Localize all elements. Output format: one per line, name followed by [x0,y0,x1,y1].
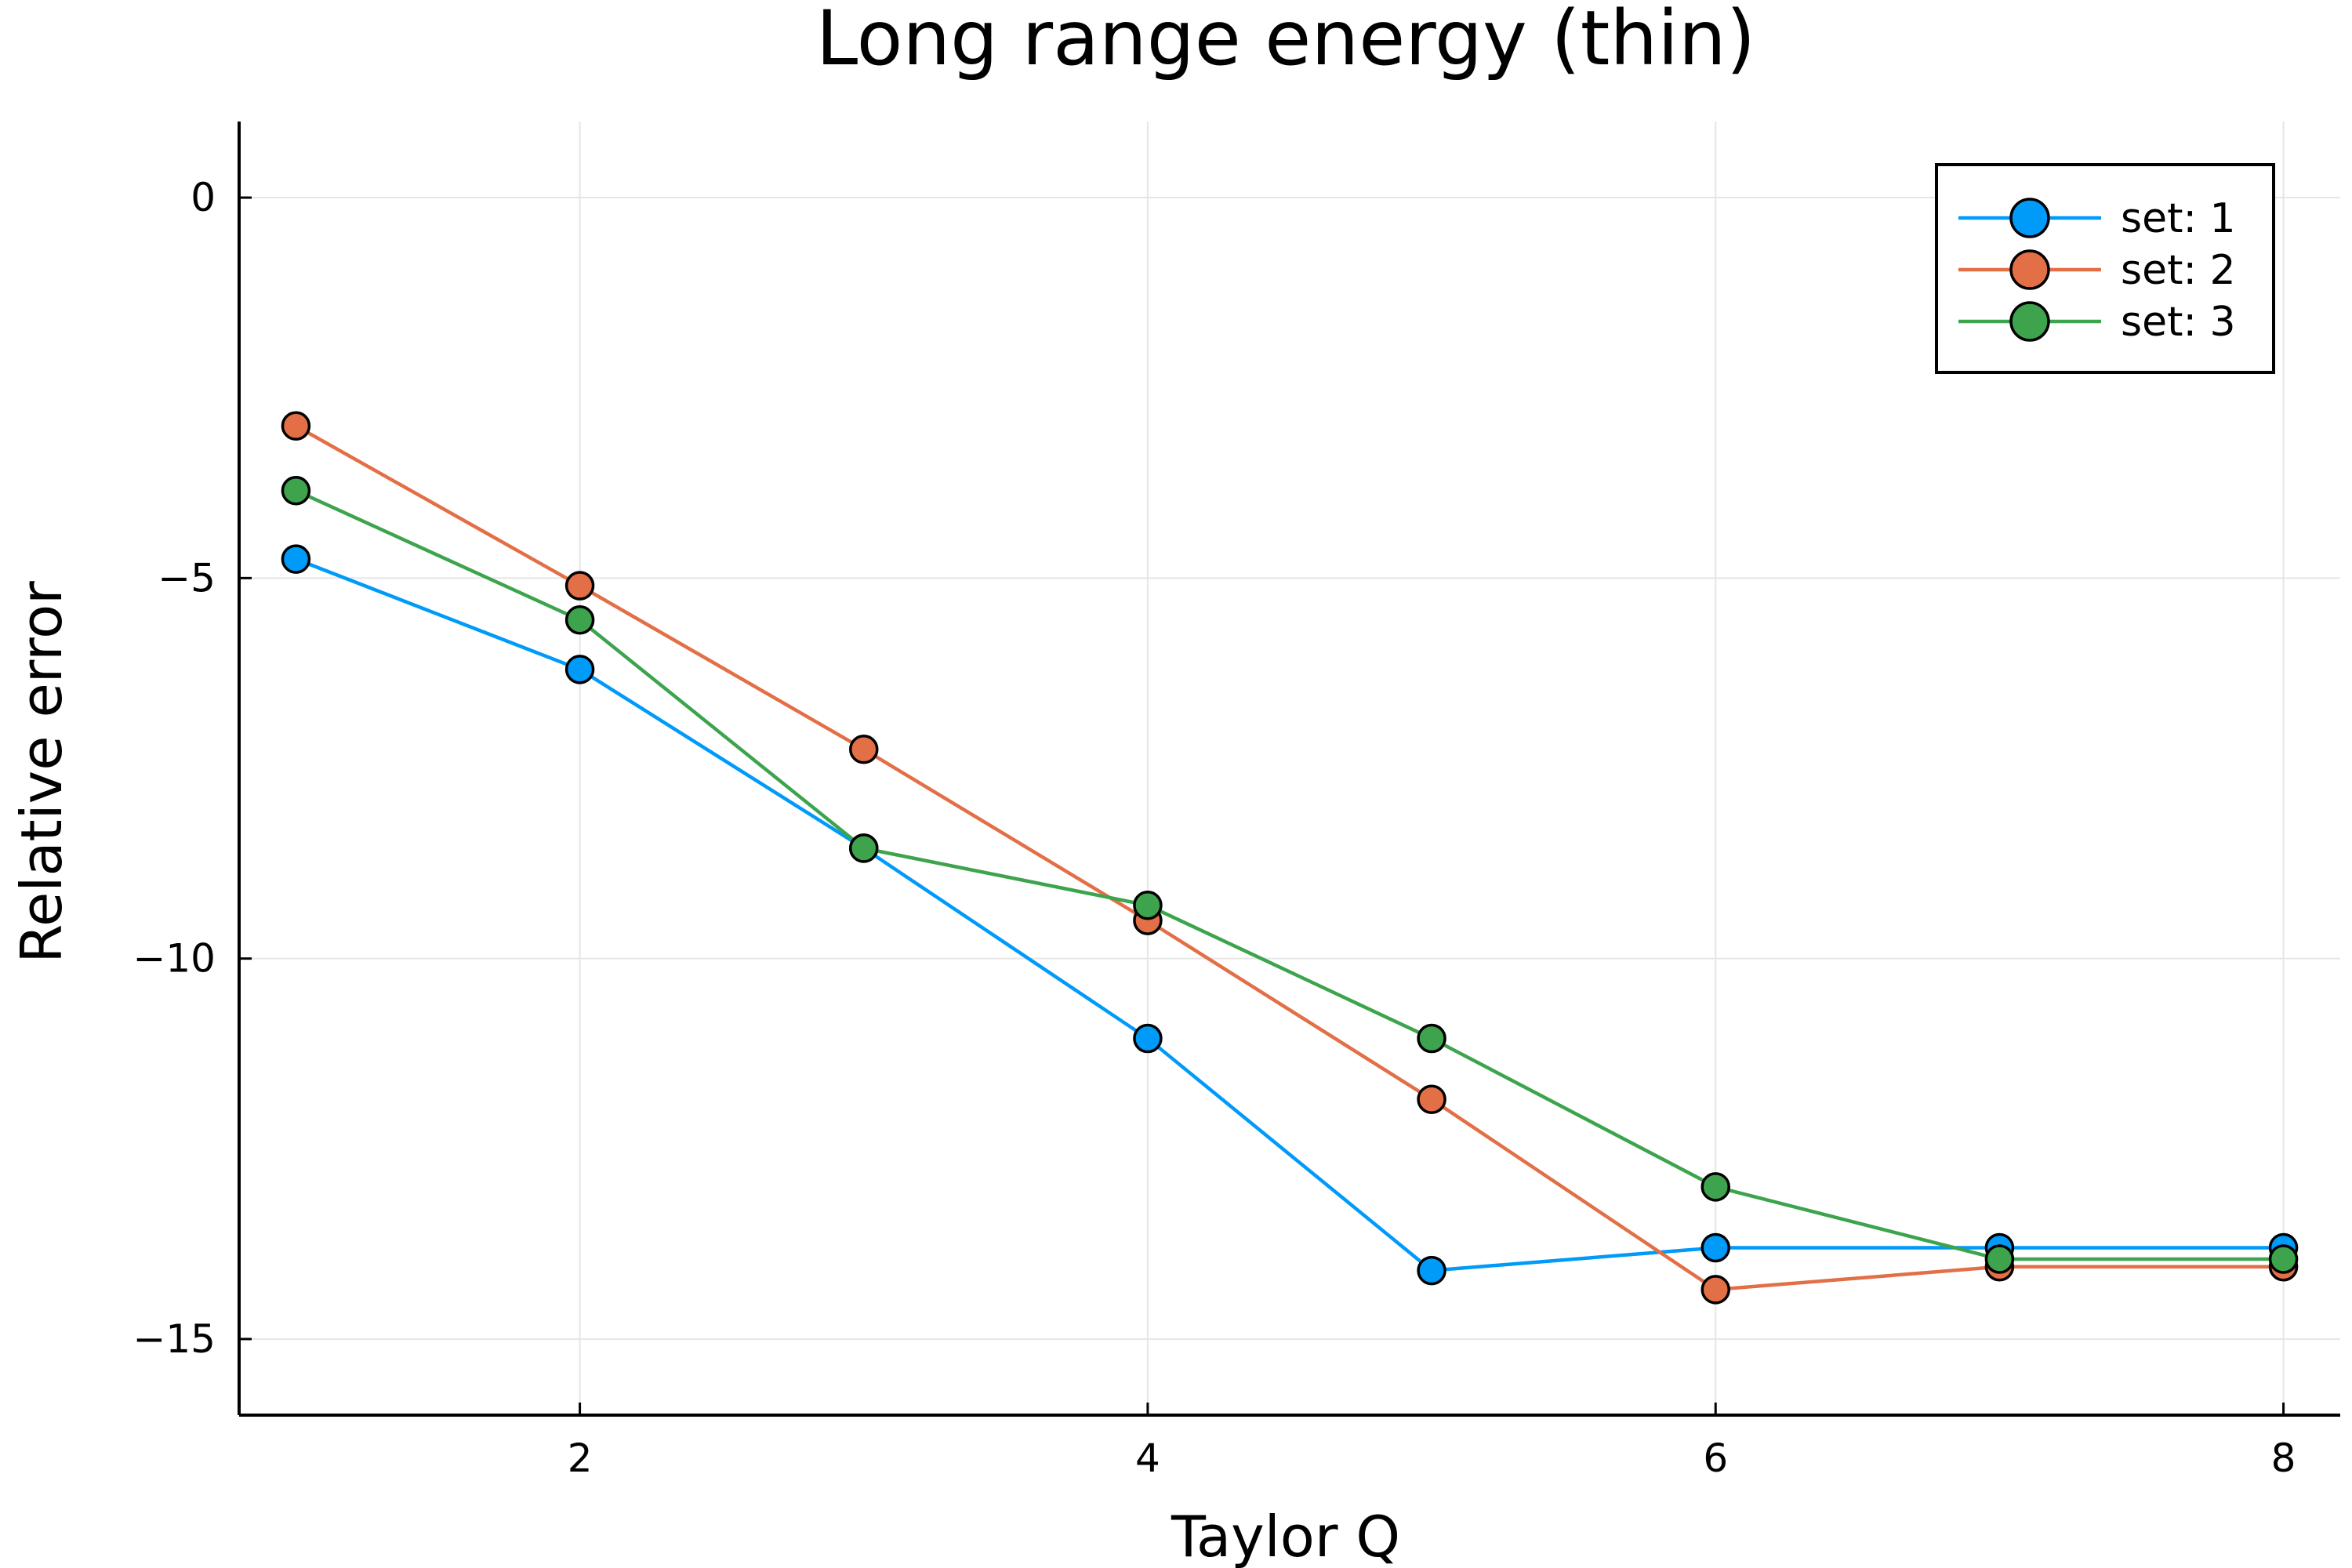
data-point [564,655,595,684]
data-point [1133,1023,1163,1054]
data-point [281,411,311,441]
legend-item: set: 2 [1958,247,2236,294]
legend-item: set: 3 [1958,299,2236,346]
x-axis-label: Taylor Q [1171,1504,1400,1568]
y-tick-label: 0 [191,175,216,220]
legend-label: set: 3 [2121,299,2236,346]
series-2 [281,411,2299,1305]
y-tick-label: −15 [132,1316,216,1362]
data-point [1700,1172,1730,1202]
data-point [849,833,879,863]
series-line [295,488,2284,1261]
series-1 [281,544,2299,1286]
axes [238,122,2340,1417]
legend-marker [2009,198,2050,238]
data-point [1417,1255,1446,1286]
data-point [564,604,595,635]
legend-item: set: 1 [1958,195,2236,242]
series-line [295,424,2284,1292]
legend-label: set: 2 [2121,247,2236,294]
y-tick-label: −5 [158,555,216,601]
legend-label: set: 1 [2121,195,2236,242]
legend-marker [2009,301,2050,342]
data-point [2268,1244,2299,1274]
series-3 [281,475,2299,1274]
series-layer [281,411,2299,1305]
data-point [849,734,879,764]
data-point [1133,890,1163,920]
data-point [281,475,311,506]
legend-marker [2009,249,2050,290]
data-point [281,544,311,574]
y-axis-label: Relative error [9,581,74,964]
data-point [1417,1023,1446,1054]
x-tick-label: 4 [1135,1436,1160,1481]
chart-title: Long range energy (thin) [816,0,1755,82]
legend: set: 1 set: 2 set: 3 [1935,163,2275,374]
data-point [1417,1084,1446,1114]
data-point [1984,1244,2015,1274]
data-point [1700,1275,1730,1305]
x-tick-label: 6 [1703,1436,1728,1481]
x-tick-label: 8 [2271,1436,2296,1481]
data-point [564,571,595,601]
y-tick-label: −10 [132,936,216,982]
data-point [1700,1232,1730,1263]
ticks: 2 4 6 8 0 −5 −10 −15 [132,175,2296,1481]
x-tick-label: 2 [568,1436,593,1481]
